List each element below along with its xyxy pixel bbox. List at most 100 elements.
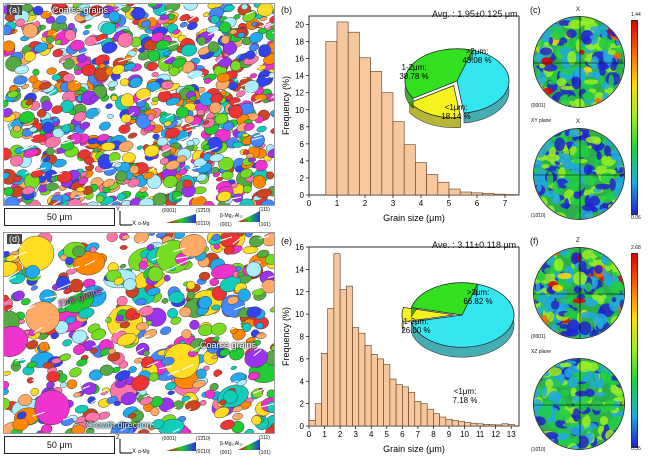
boundary-mark — [252, 388, 265, 395]
pf-blob — [551, 193, 561, 205]
pf-blob — [601, 138, 607, 144]
pf-blob — [619, 18, 624, 25]
pf-blob — [575, 38, 581, 53]
grain — [4, 397, 11, 410]
pf-blob — [577, 139, 588, 154]
pf-blob — [601, 369, 609, 379]
grain — [189, 95, 197, 101]
grain — [216, 190, 232, 202]
boundary-mark — [25, 167, 33, 175]
grain — [242, 322, 252, 332]
pf-blob — [535, 18, 545, 29]
grain — [217, 56, 233, 68]
grain — [247, 157, 256, 163]
colorbar-c-min: 0.06 — [631, 215, 641, 221]
pf-blob — [546, 171, 554, 186]
hist-b-bar — [381, 92, 394, 196]
pf-blob — [611, 359, 623, 367]
pf-blob — [534, 159, 543, 169]
grain — [38, 341, 50, 352]
boundary-mark — [21, 145, 34, 151]
grain — [64, 29, 76, 41]
grain — [229, 347, 245, 361]
hist-e-xtick-label: 5 — [385, 430, 390, 439]
grain — [62, 339, 72, 347]
pf-blob — [614, 318, 624, 326]
grain — [69, 367, 82, 378]
axes-icon-d — [119, 439, 132, 454]
grain — [219, 399, 227, 406]
hist-b-ytick-label: 6 — [300, 140, 305, 149]
boundary-mark — [176, 256, 189, 260]
grain — [45, 182, 59, 191]
grain — [66, 80, 82, 92]
pf-blob — [541, 87, 554, 96]
boundary-mark — [71, 291, 81, 297]
grain — [36, 109, 47, 118]
grain — [213, 369, 223, 378]
pf-blob — [576, 212, 583, 219]
grain — [84, 24, 92, 29]
boundary-mark — [56, 60, 66, 67]
boundary-mark — [251, 136, 263, 141]
pf-blob — [609, 24, 624, 38]
pole-figure-f-0001 — [533, 247, 625, 339]
boundary-mark — [90, 397, 100, 404]
pf-blob — [578, 321, 592, 336]
grain — [165, 381, 177, 391]
pie-e-slice — [410, 283, 515, 348]
hist-e-xtick-label: 0 — [307, 430, 312, 439]
grain — [55, 15, 67, 25]
grain — [258, 44, 272, 58]
pole-figure-f-1010 — [533, 358, 625, 450]
grain — [179, 14, 190, 22]
pf-blob — [568, 129, 580, 138]
pf-blob — [606, 331, 612, 338]
hist-e-bar — [482, 424, 490, 427]
pf-blob — [620, 76, 624, 86]
pf-blob — [534, 167, 541, 173]
pf-blob — [596, 317, 604, 329]
pf-blob — [544, 153, 560, 162]
grain — [148, 372, 159, 382]
grain — [179, 234, 207, 258]
grain — [184, 115, 195, 124]
grain — [102, 178, 115, 188]
hist-e-ytick-label: 0 — [300, 422, 305, 431]
grain — [114, 370, 131, 381]
hist-b-ytick-label: 20 — [295, 21, 304, 30]
hist-b-bar — [359, 57, 371, 196]
boundary-mark — [62, 139, 75, 145]
boundary-mark — [157, 242, 168, 248]
panel-label-a: (a) — [7, 5, 22, 15]
grain — [107, 348, 116, 355]
pf-blob — [602, 92, 610, 103]
boundary-mark — [245, 10, 255, 15]
boundary-mark — [85, 364, 94, 371]
pf-blob — [534, 320, 542, 325]
pf-blob — [534, 438, 543, 447]
grain — [102, 60, 110, 65]
pf-blob — [544, 431, 559, 439]
hist-e-xtick-label: 3 — [353, 430, 358, 439]
boundary-mark — [74, 79, 83, 84]
boundary-mark — [166, 406, 177, 412]
grain — [81, 382, 97, 395]
pf-blob — [612, 94, 623, 107]
hist-b-bar — [392, 121, 405, 196]
hist-b-ylabel: Frequency (%) — [281, 76, 291, 135]
grain — [207, 341, 220, 354]
grain — [136, 145, 144, 150]
pf-blob — [575, 390, 588, 397]
boundary-mark — [118, 57, 132, 63]
boundary-mark — [93, 9, 106, 17]
grain — [159, 157, 170, 165]
pf-blob — [553, 258, 564, 272]
grain — [147, 113, 155, 121]
pf-blob — [550, 300, 560, 310]
grain — [269, 15, 274, 24]
grain — [270, 127, 274, 135]
grain — [111, 64, 125, 75]
hist-b-xtick-label: 7 — [503, 199, 508, 208]
